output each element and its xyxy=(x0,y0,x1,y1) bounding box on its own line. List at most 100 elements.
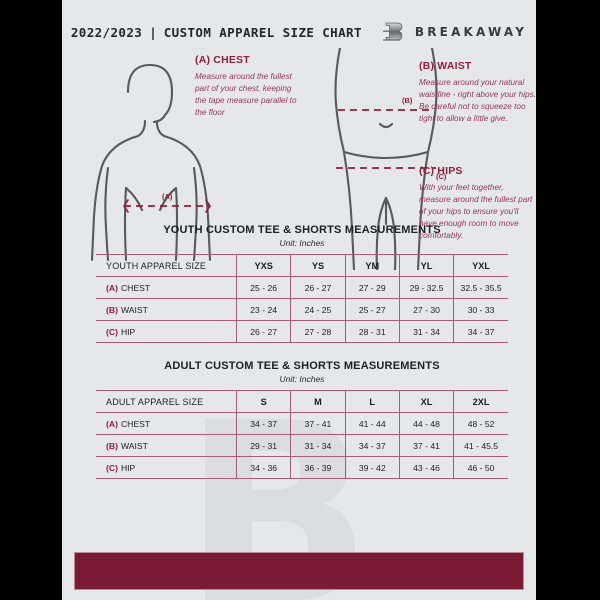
youth-waist-yxl: 30 - 33 xyxy=(453,298,508,321)
adult-chest-m: 37 - 41 xyxy=(290,412,346,435)
youth-chest-ys: 26 - 27 xyxy=(290,276,346,299)
youth-row-hip-name: HIP xyxy=(120,326,136,337)
footer-accent-bar xyxy=(74,552,524,590)
adult-row-waist-label: (B) WAIST xyxy=(96,434,237,457)
chest-marker-label: (A) xyxy=(162,192,173,201)
adult-table-unit: Unit: Inches xyxy=(279,374,325,384)
hip-marker-label: (C) xyxy=(436,172,447,181)
youth-hip-ys: 27 - 28 xyxy=(290,320,346,343)
body-figures-illustration xyxy=(90,48,438,270)
adult-row-hip-tag: (C) xyxy=(106,462,118,473)
measurement-diagram: (A) CHEST Measure around the fullest par… xyxy=(62,48,536,270)
youth-column-yl: YL xyxy=(399,254,455,277)
adult-row-waist-name: WAIST xyxy=(120,440,148,451)
brand-name: BREAKAWAY xyxy=(414,25,528,39)
youth-waist-ys: 24 - 25 xyxy=(290,298,346,321)
adult-chest-l: 41 - 44 xyxy=(345,412,400,435)
adult-row-chest-tag: (A) xyxy=(106,418,118,429)
adult-size-table: ADULT APPAREL SIZE S M L XL 2XL (A) CHEST xyxy=(96,390,508,479)
header-separator: | xyxy=(149,24,157,40)
youth-column-yxs: YXS xyxy=(236,254,292,277)
youth-hip-yxl: 34 - 37 xyxy=(453,320,508,343)
youth-waist-yl: 27 - 30 xyxy=(399,298,455,321)
callout-waist-title: (B) WAIST xyxy=(419,60,472,72)
table-row: (B) WAIST 29 - 31 31 - 34 34 - 37 37 - 41… xyxy=(96,434,508,457)
youth-chest-ym: 27 - 29 xyxy=(345,276,400,299)
waist-marker-label: (B) xyxy=(402,96,413,105)
table-row: (A) CHEST 34 - 37 37 - 41 41 - 44 44 - 48… xyxy=(96,412,508,435)
adult-row-waist-tag: (B) xyxy=(106,440,118,451)
adult-column-l: L xyxy=(345,390,400,413)
adult-waist-m: 31 - 34 xyxy=(290,434,346,457)
youth-chest-yl: 29 - 32.5 xyxy=(399,276,455,299)
youth-column-ys: YS xyxy=(290,254,346,277)
breakaway-b-logo-icon xyxy=(380,19,406,45)
callout-hips: (C) HIPS With your feet together, measur… xyxy=(419,165,536,241)
adult-column-s: S xyxy=(236,390,292,413)
header-year: 2022/2023 xyxy=(70,24,143,40)
page-title: CUSTOM APPAREL SIZE CHART xyxy=(163,24,362,40)
youth-hip-yl: 31 - 34 xyxy=(399,320,455,343)
youth-row-chest-name: CHEST xyxy=(120,282,151,293)
adult-hip-m: 36 - 39 xyxy=(290,456,346,479)
youth-row-header-label: YOUTH APPAREL SIZE xyxy=(96,254,237,277)
callout-waist: (B) WAIST Measure around your natural wa… xyxy=(419,60,536,125)
youth-hip-yxs: 26 - 27 xyxy=(236,320,292,343)
youth-row-chest-label: (A) CHEST xyxy=(96,276,237,299)
table-header-row: YOUTH APPAREL SIZE YXS YS YM YL YXL xyxy=(96,254,508,277)
youth-row-waist-name: WAIST xyxy=(120,304,148,315)
adult-column-m: M xyxy=(290,390,346,413)
adult-waist-xl: 37 - 41 xyxy=(399,434,455,457)
table-header-row: ADULT APPAREL SIZE S M L XL 2XL xyxy=(96,390,508,413)
adult-chest-2xl: 48 - 52 xyxy=(453,412,508,435)
youth-waist-ym: 25 - 27 xyxy=(345,298,400,321)
adult-column-2xl: 2XL xyxy=(453,390,508,413)
callout-hips-title: (C) HIPS xyxy=(419,165,463,177)
page-header: 2022/2023 | CUSTOM APPAREL SIZE CHART xyxy=(62,18,536,46)
adult-row-chest-name: CHEST xyxy=(120,418,151,429)
youth-table-title: YOUTH CUSTOM TEE & SHORTS MEASUREMENTS xyxy=(163,224,441,236)
callout-hips-body: With your feet together, measure around … xyxy=(419,183,533,240)
youth-waist-yxs: 23 - 24 xyxy=(236,298,292,321)
adult-table-block: ADULT CUSTOM TEE & SHORTS MEASUREMENTS U… xyxy=(96,360,508,479)
youth-table-block: YOUTH CUSTOM TEE & SHORTS MEASUREMENTS U… xyxy=(96,224,508,343)
youth-chest-yxs: 25 - 26 xyxy=(236,276,292,299)
adult-waist-s: 29 - 31 xyxy=(236,434,292,457)
callout-chest-title: (A) CHEST xyxy=(195,54,250,66)
adult-row-chest-label: (A) CHEST xyxy=(96,412,237,435)
callout-chest-body: Measure around the fullest part of your … xyxy=(195,72,297,117)
youth-row-waist-tag: (B) xyxy=(106,304,118,315)
table-row: (B) WAIST 23 - 24 24 - 25 25 - 27 27 - 30… xyxy=(96,298,508,321)
adult-row-hip-name: HIP xyxy=(120,462,136,473)
adult-chest-s: 34 - 37 xyxy=(236,412,292,435)
adult-waist-l: 34 - 37 xyxy=(345,434,400,457)
page-content: 2022/2023 | CUSTOM APPAREL SIZE CHART xyxy=(62,0,536,600)
adult-chest-xl: 44 - 48 xyxy=(399,412,455,435)
adult-hip-l: 39 - 42 xyxy=(345,456,400,479)
table-row: (C) HIP 26 - 27 27 - 28 28 - 31 31 - 34 3… xyxy=(96,320,508,343)
adult-hip-s: 34 - 36 xyxy=(236,456,292,479)
adult-row-header-label: ADULT APPAREL SIZE xyxy=(96,390,237,413)
youth-row-hip-label: (C) HIP xyxy=(96,320,237,343)
callout-chest: (A) CHEST Measure around the fullest par… xyxy=(195,54,305,119)
adult-table-title: ADULT CUSTOM TEE & SHORTS MEASUREMENTS xyxy=(164,360,440,372)
youth-row-waist-label: (B) WAIST xyxy=(96,298,237,321)
adult-hip-2xl: 46 - 50 xyxy=(453,456,508,479)
callout-waist-body: Measure around your natural waistline - … xyxy=(419,78,536,123)
adult-row-hip-label: (C) HIP xyxy=(96,456,237,479)
youth-table-unit: Unit: Inches xyxy=(279,238,325,248)
youth-row-hip-tag: (C) xyxy=(106,326,118,337)
adult-hip-xl: 43 - 46 xyxy=(399,456,455,479)
table-row: (C) HIP 34 - 36 36 - 39 39 - 42 43 - 46 4… xyxy=(96,456,508,479)
youth-size-table: YOUTH APPAREL SIZE YXS YS YM YL YXL (A) C… xyxy=(96,254,508,343)
youth-chest-yxl: 32.5 - 35.5 xyxy=(453,276,508,299)
youth-row-chest-tag: (A) xyxy=(106,282,118,293)
brand-lockup: BREAKAWAY xyxy=(380,19,527,45)
adult-column-xl: XL xyxy=(399,390,455,413)
youth-hip-ym: 28 - 31 xyxy=(345,320,400,343)
table-row: (A) CHEST 25 - 26 26 - 27 27 - 29 29 - 32… xyxy=(96,276,508,299)
page-sheet: B 2022/2023 | CUSTOM APPAREL SIZE CHART xyxy=(62,0,536,600)
adult-waist-2xl: 41 - 45.5 xyxy=(453,434,508,457)
youth-column-ym: YM xyxy=(345,254,400,277)
